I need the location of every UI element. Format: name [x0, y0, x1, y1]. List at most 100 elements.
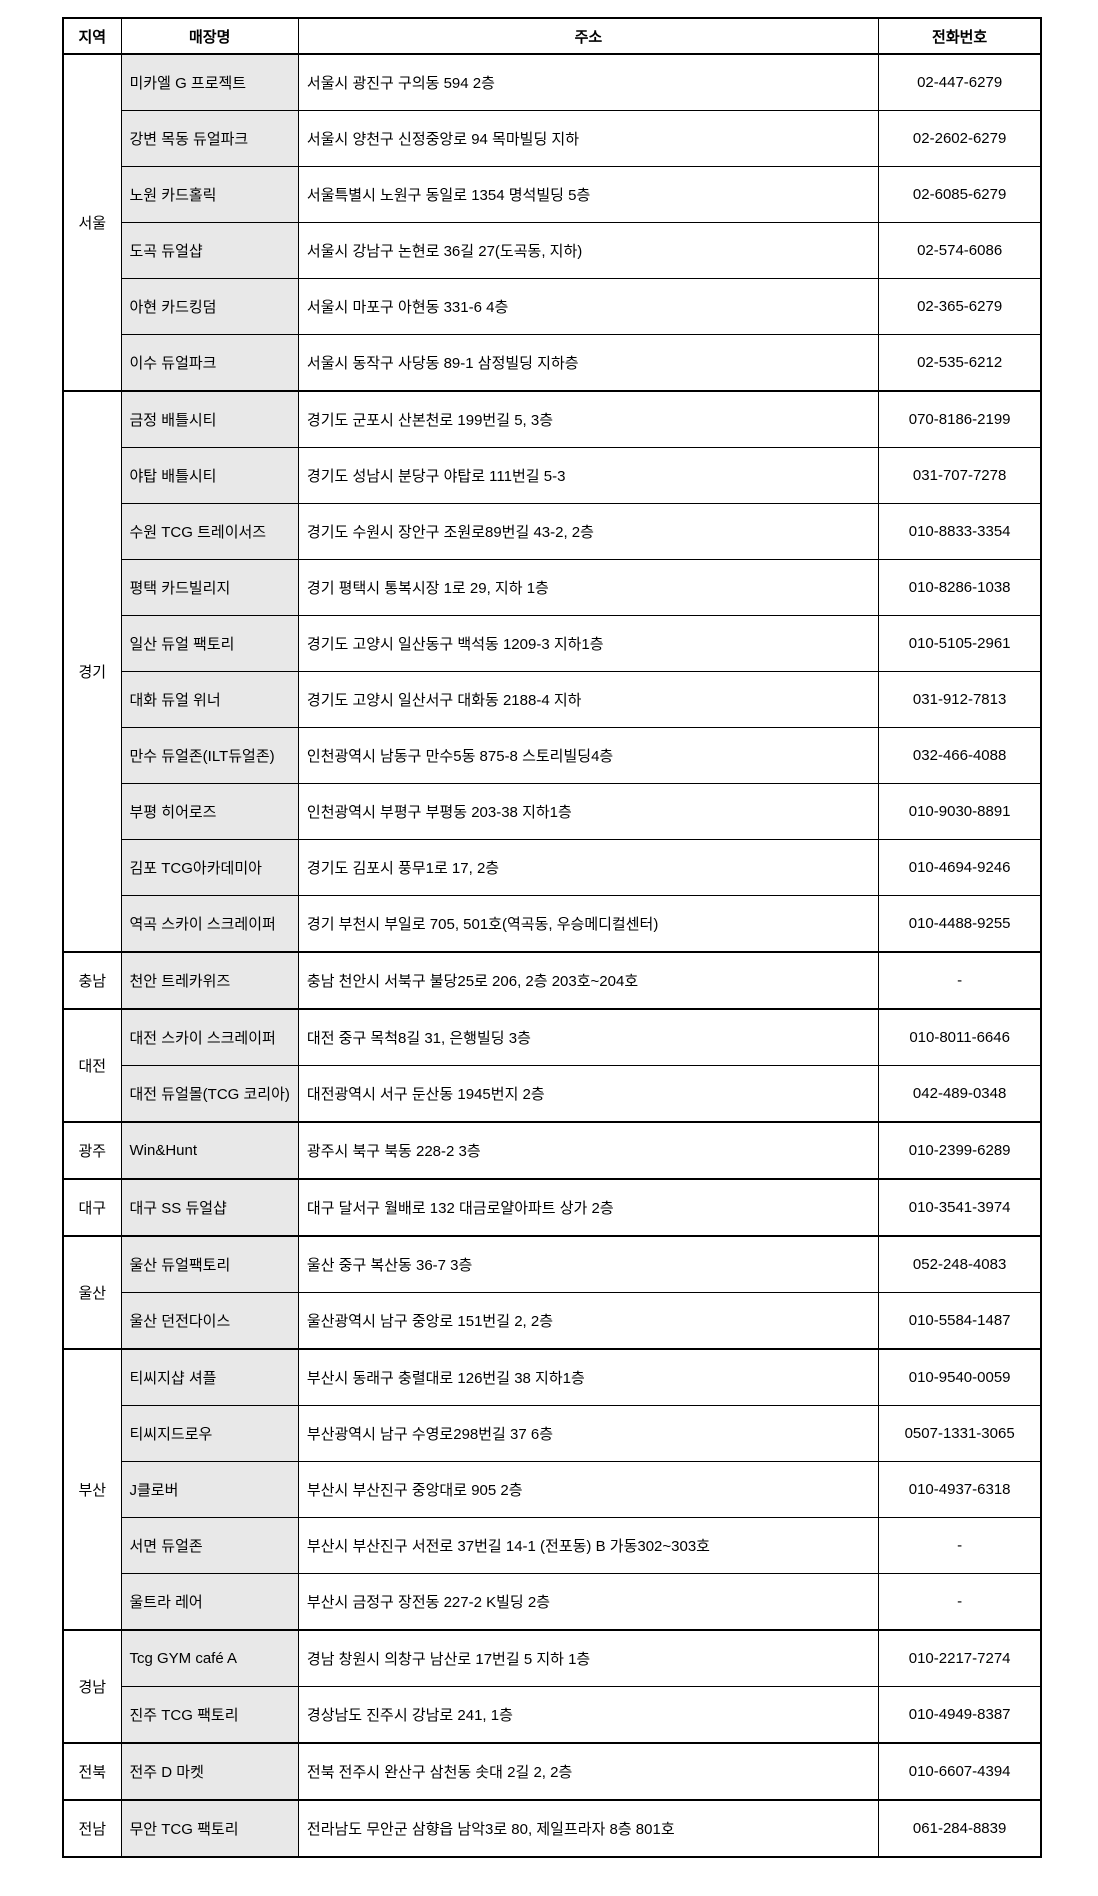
address-cell: 부산시 부산진구 서전로 37번길 14-1 (전포동) B 가동302~303…: [297, 1517, 879, 1574]
header-address: 주소: [297, 17, 879, 55]
store-name-cell: 금정 배틀시티: [120, 390, 299, 448]
table-row: 노원 카드홀릭 서울특별시 노원구 동일로 1354 명석빌딩 5층 02-6085…: [63, 166, 1042, 223]
phone-cell: 010-4694-9246: [877, 839, 1042, 896]
table-row: 티씨지드로우 부산광역시 남구 수영로298번길 37 6층 0507-1331-3…: [63, 1405, 1042, 1462]
address-cell: 경기도 수원시 장안구 조원로89번길 43-2, 2층: [297, 503, 879, 560]
address-cell: 부산시 금정구 장전동 227-2 K빌딩 2층: [297, 1573, 879, 1631]
phone-cell: 010-4937-6318: [877, 1461, 1042, 1518]
address-cell: 광주시 북구 북동 228-2 3층: [297, 1121, 879, 1180]
table-row: 서울 미카엘 G 프로젝트 서울시 광진구 구의동 594 2층 02-447-627…: [62, 53, 1042, 392]
phone-cell: 010-5105-2961: [877, 615, 1042, 672]
phone-cell: 02-6085-6279: [877, 166, 1042, 223]
phone-cell: 02-2602-6279: [877, 110, 1042, 167]
header-row: 지역 매장명 주소 전화번호: [62, 17, 1042, 55]
store-name-cell: 부평 히어로즈: [120, 783, 299, 840]
store-name-cell: 야탑 배틀시티: [120, 447, 299, 504]
phone-cell: 010-3541-3974: [877, 1178, 1042, 1237]
address-cell: 대전광역시 서구 둔산동 1945번지 2층: [297, 1065, 879, 1123]
address-cell: 인천광역시 남동구 만수5동 875-8 스토리빌딩4층: [297, 727, 879, 784]
phone-cell: -: [877, 1517, 1042, 1574]
address-cell: 서울시 동작구 사당동 89-1 삼정빌딩 지하층: [297, 334, 879, 392]
address-cell: 인천광역시 부평구 부평동 203-38 지하1층: [297, 783, 879, 840]
region-cell: 전북: [62, 1742, 122, 1801]
address-cell: 전라남도 무안군 삼향읍 남악3로 80, 제일프라자 8층 801호: [297, 1799, 879, 1858]
address-cell: 울산 중구 복산동 36-7 3층: [297, 1235, 879, 1293]
region-cell: 경기: [62, 390, 122, 953]
store-name-cell: 일산 듀얼 팩토리: [120, 615, 299, 672]
store-name-cell: 수원 TCG 트레이서즈: [120, 503, 299, 560]
table-row: 이수 듀얼파크 서울시 동작구 사당동 89-1 삼정빌딩 지하층 02-535-6…: [63, 334, 1042, 392]
table-row: 김포 TCG아카데미아 경기도 김포시 풍무1로 17, 2층 010-4694-9…: [63, 839, 1042, 896]
address-cell: 경상남도 진주시 강남로 241, 1층: [297, 1686, 879, 1744]
phone-cell: 010-8286-1038: [877, 559, 1042, 616]
region-cell: 광주: [62, 1121, 122, 1180]
address-cell: 울산광역시 남구 중앙로 151번길 2, 2층: [297, 1292, 879, 1350]
address-cell: 대전 중구 목척8길 31, 은행빌딩 3층: [297, 1008, 879, 1066]
address-cell: 부산시 부산진구 중앙대로 905 2층: [297, 1461, 879, 1518]
store-name-cell: 서면 듀얼존: [120, 1517, 299, 1574]
phone-cell: 02-365-6279: [877, 278, 1042, 335]
table-row: J클로버 부산시 부산진구 중앙대로 905 2층 010-4937-6318: [63, 1461, 1042, 1518]
phone-cell: 02-574-6086: [877, 222, 1042, 279]
phone-cell: -: [877, 1573, 1042, 1631]
address-cell: 경기도 고양시 일산동구 백석동 1209-3 지하1층: [297, 615, 879, 672]
store-name-cell: 노원 카드홀릭: [120, 166, 299, 223]
store-name-cell: 역곡 스카이 스크레이퍼: [120, 895, 299, 953]
phone-cell: 061-284-8839: [877, 1799, 1042, 1858]
table-row: 도곡 듀얼샵 서울시 강남구 논현로 36길 27(도곡동, 지하) 02-574-…: [63, 222, 1042, 279]
store-name-cell: 진주 TCG 팩토리: [120, 1686, 299, 1744]
region-cell: 대구: [62, 1178, 122, 1237]
store-directory-table: 지역 매장명 주소 전화번호 서울 미카엘 G 프로젝트 서울시 광진구 구의동 5…: [62, 17, 1043, 1858]
table-row: 전남 무안 TCG 팩토리 전라남도 무안군 삼향읍 남악3로 80, 제일프라자 …: [62, 1799, 1042, 1858]
address-cell: 경기도 김포시 풍무1로 17, 2층: [297, 839, 879, 896]
table-row: 울산 울산 듀얼팩토리 울산 중구 복산동 36-7 3층 052-248-4083: [62, 1235, 1042, 1350]
store-name-cell: Win&Hunt: [120, 1121, 299, 1180]
phone-cell: 010-2217-7274: [877, 1629, 1042, 1687]
store-name-cell: 전주 D 마켓: [120, 1742, 299, 1801]
store-name-cell: 평택 카드빌리지: [120, 559, 299, 616]
table-row: 대전 듀얼몰(TCG 코리아) 대전광역시 서구 둔산동 1945번지 2층 042…: [63, 1065, 1042, 1123]
store-name-cell: 만수 듀얼존(ILT듀얼존): [120, 727, 299, 784]
region-cell: 울산: [62, 1235, 122, 1350]
store-name-cell: 울트라 레어: [120, 1573, 299, 1631]
store-name-cell: 이수 듀얼파크: [120, 334, 299, 392]
table-row: 수원 TCG 트레이서즈 경기도 수원시 장안구 조원로89번길 43-2, 2층…: [63, 503, 1042, 560]
address-cell: 충남 천안시 서북구 불당25로 206, 2층 203호~204호: [297, 951, 879, 1010]
store-name-cell: 천안 트레카위즈: [120, 951, 299, 1010]
store-name-cell: 울산 듀얼팩토리: [120, 1235, 299, 1293]
phone-cell: 031-707-7278: [877, 447, 1042, 504]
store-name-cell: Tcg GYM café A: [120, 1629, 299, 1687]
store-name-cell: 울산 던전다이스: [120, 1292, 299, 1350]
store-name-cell: 도곡 듀얼샵: [120, 222, 299, 279]
store-name-cell: 대구 SS 듀얼샵: [120, 1178, 299, 1237]
phone-cell: 042-489-0348: [877, 1065, 1042, 1123]
phone-cell: 010-4949-8387: [877, 1686, 1042, 1744]
region-cell: 대전: [62, 1008, 122, 1123]
store-directory-sheet: 지역 매장명 주소 전화번호 서울 미카엘 G 프로젝트 서울시 광진구 구의동 5…: [62, 17, 1043, 1858]
address-cell: 경기 부천시 부일로 705, 501호(역곡동, 우승메디컬센터): [297, 895, 879, 953]
address-cell: 서울시 양천구 신정중앙로 94 목마빌딩 지하: [297, 110, 879, 167]
store-name-cell: 티씨지샵 셔플: [120, 1348, 299, 1406]
header-store-name: 매장명: [120, 17, 299, 55]
phone-cell: 010-6607-4394: [877, 1742, 1042, 1801]
address-cell: 경남 창원시 의창구 남산로 17번길 5 지하 1층: [297, 1629, 879, 1687]
phone-cell: 02-447-6279: [877, 53, 1042, 111]
table-row: 평택 카드빌리지 경기 평택시 통복시장 1로 29, 지하 1층 010-8286…: [63, 559, 1042, 616]
table-row: 야탑 배틀시티 경기도 성남시 분당구 야탑로 111번길 5-3 031-707-…: [63, 447, 1042, 504]
address-cell: 경기도 성남시 분당구 야탑로 111번길 5-3: [297, 447, 879, 504]
address-cell: 경기도 군포시 산본천로 199번길 5, 3층: [297, 390, 879, 448]
table-row: 경남 Tcg GYM café A 경남 창원시 의창구 남산로 17번길 5 지하…: [62, 1629, 1042, 1744]
table-row: 서면 듀얼존 부산시 부산진구 서전로 37번길 14-1 (전포동) B 가동3…: [63, 1517, 1042, 1574]
store-name-cell: 미카엘 G 프로젝트: [120, 53, 299, 111]
store-name-cell: J클로버: [120, 1461, 299, 1518]
table-row: 일산 듀얼 팩토리 경기도 고양시 일산동구 백석동 1209-3 지하1층 010…: [63, 615, 1042, 672]
phone-cell: 010-4488-9255: [877, 895, 1042, 953]
table-row: 대전 대전 스카이 스크레이퍼 대전 중구 목척8길 31, 은행빌딩 3층 010-…: [62, 1008, 1042, 1123]
phone-cell: 052-248-4083: [877, 1235, 1042, 1293]
table-row: 역곡 스카이 스크레이퍼 경기 부천시 부일로 705, 501호(역곡동, 우승…: [63, 895, 1042, 953]
table-row: 울트라 레어 부산시 금정구 장전동 227-2 K빌딩 2층 -: [63, 1573, 1042, 1631]
store-name-cell: 대전 스카이 스크레이퍼: [120, 1008, 299, 1066]
store-name-cell: 대전 듀얼몰(TCG 코리아): [120, 1065, 299, 1123]
table-row: 광주 Win&Hunt 광주시 북구 북동 228-2 3층 010-2399-628…: [62, 1121, 1042, 1180]
address-cell: 서울특별시 노원구 동일로 1354 명석빌딩 5층: [297, 166, 879, 223]
